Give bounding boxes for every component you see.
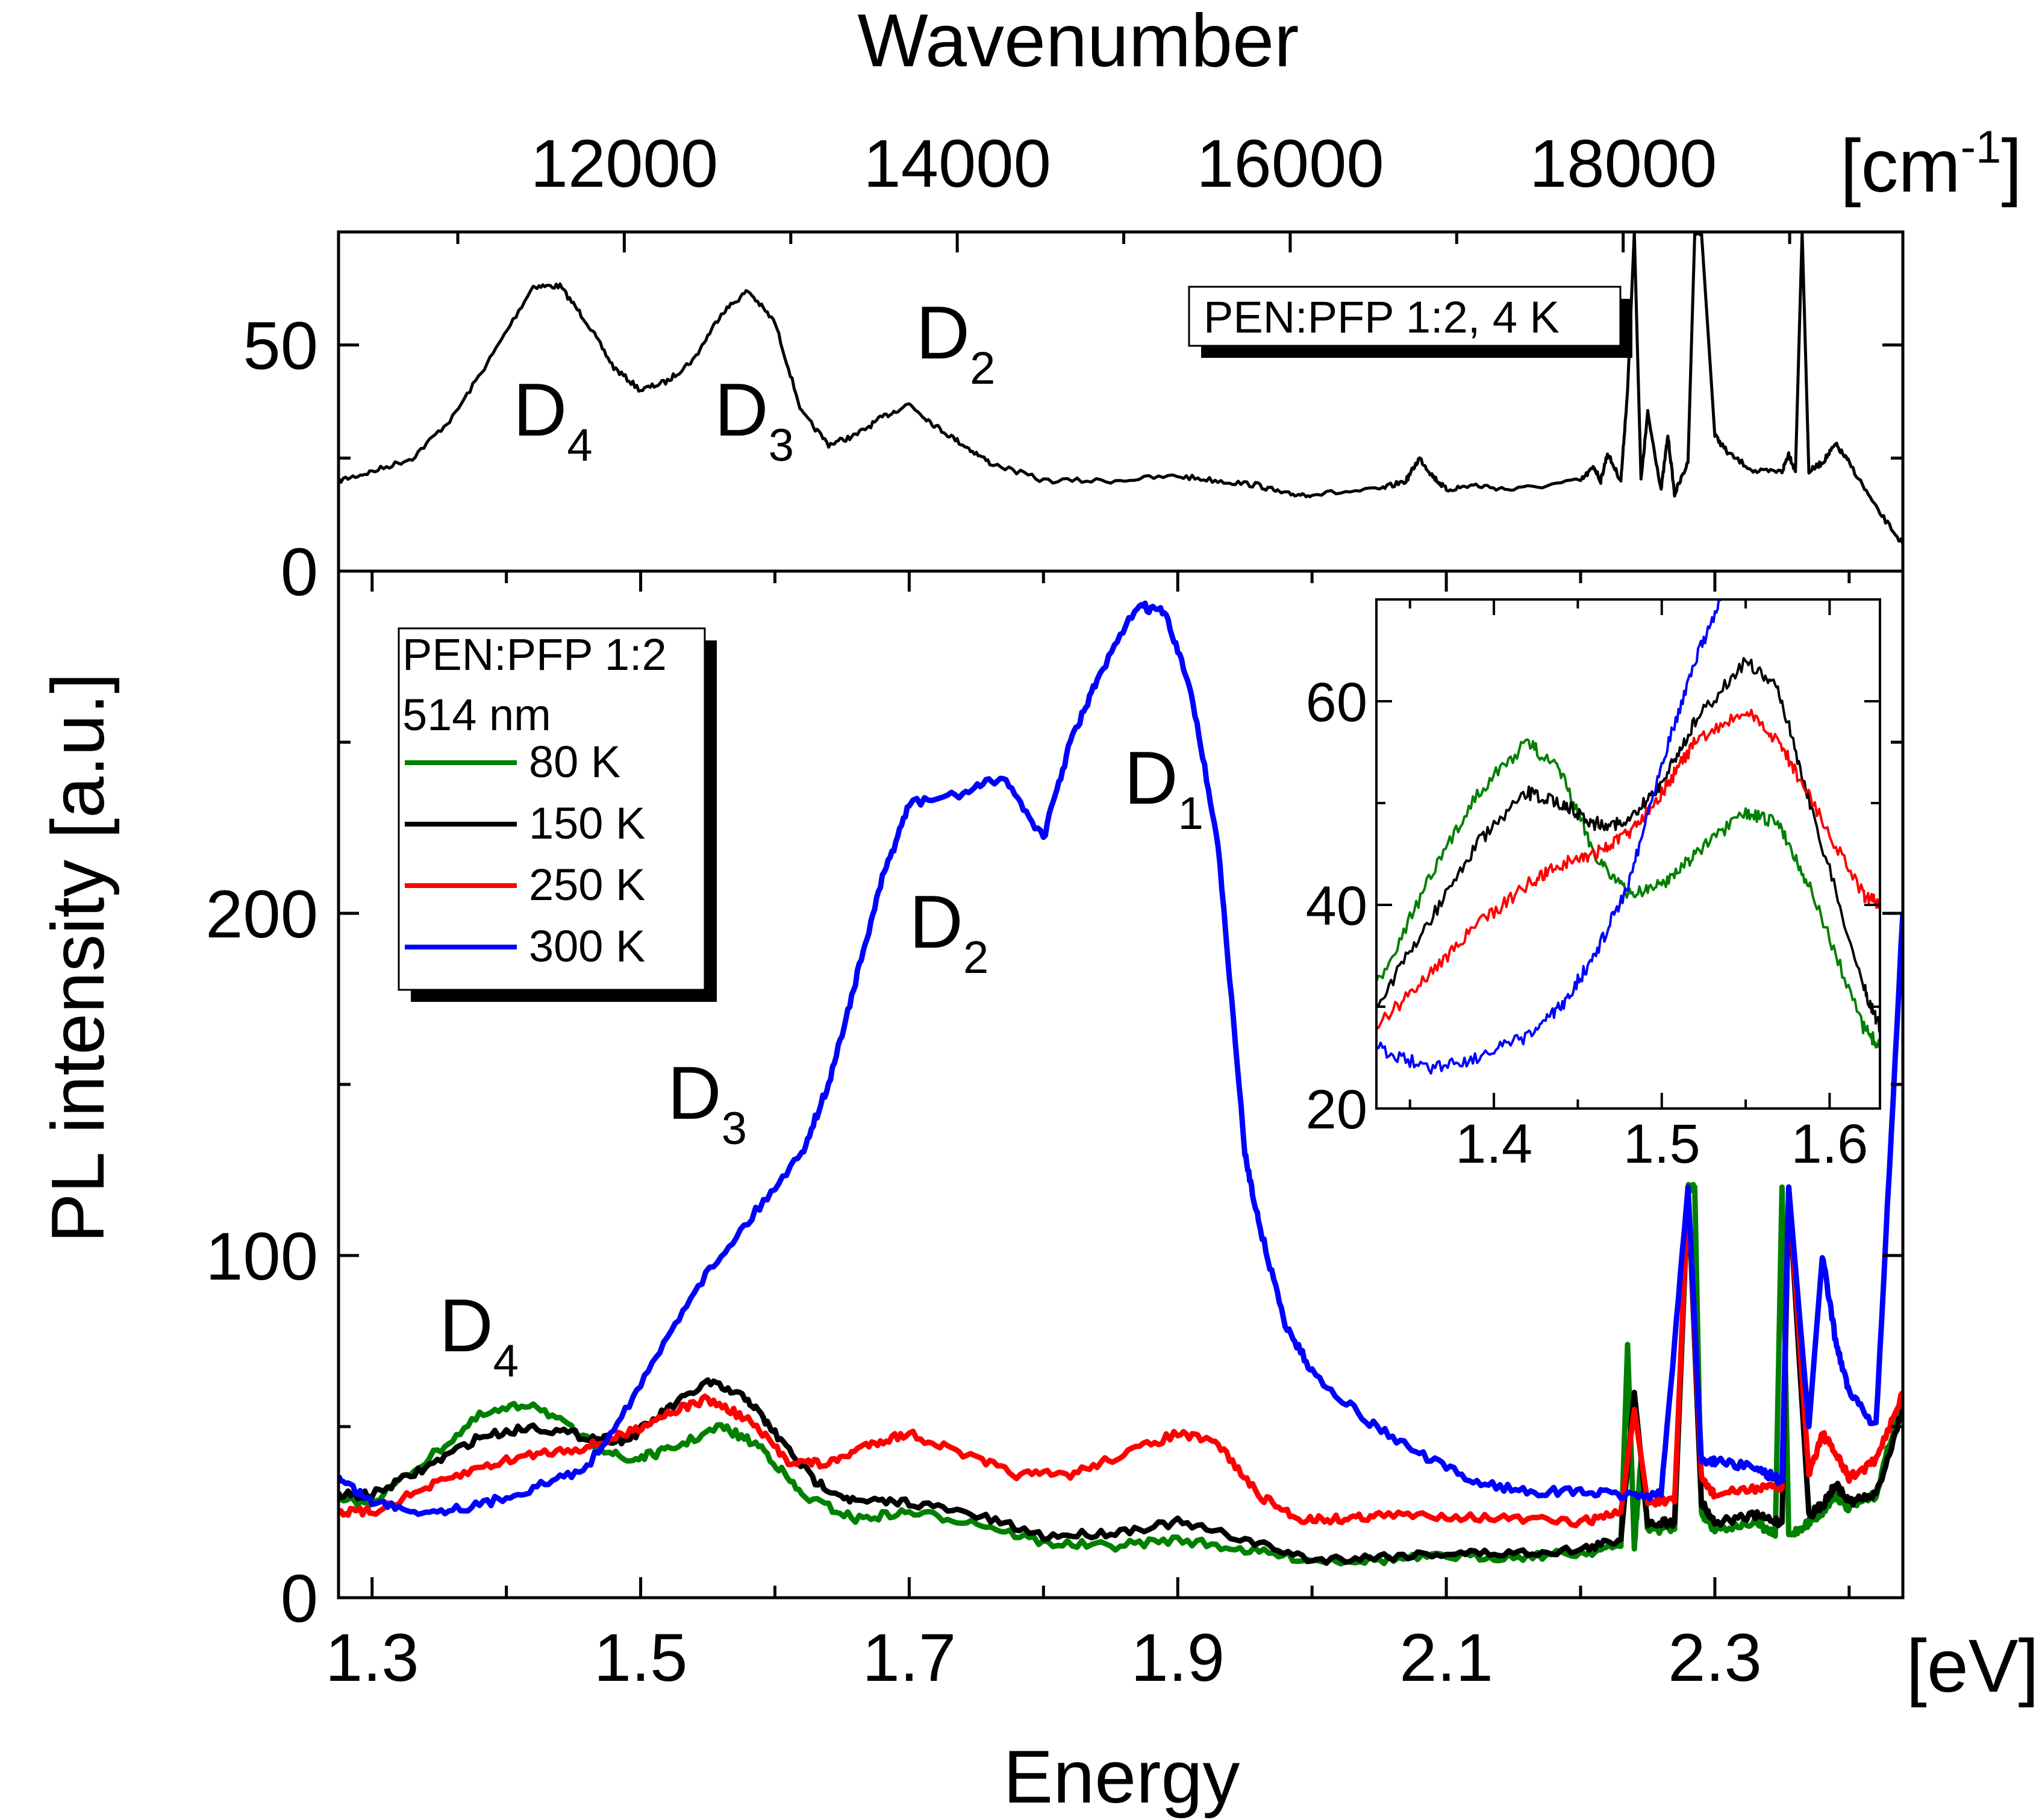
x-tick-label: 1.5	[594, 1620, 688, 1695]
main-panel-series	[339, 600, 1903, 1567]
top-panel: 0 50 12000 14000 16000 18000 D4 D3 D2 PEN:PFP 1…	[243, 126, 1905, 610]
top-series-line-series-0	[339, 232, 1903, 545]
legend-entries: 80 K 150 K 250 K 300 K	[405, 737, 645, 971]
inset-series-line-80-k-0	[1376, 738, 1880, 1049]
main-peak-label-d1: D1	[1124, 737, 1204, 839]
inset-ticks: 1.4 1.5 1.6 20 40 60	[1306, 599, 1880, 1175]
legend-title-line-2: 514 nm	[402, 690, 551, 740]
y-axis-title: PL intensity [a.u.]	[37, 673, 120, 1243]
inset-y-tick-label: 40	[1306, 875, 1367, 937]
top-x-tick-label: 18000	[1529, 126, 1717, 201]
top-peak-label-d3: D3	[714, 369, 794, 471]
x-tick-label: 2.3	[1668, 1620, 1762, 1695]
inset-series-line-150-k-1	[1376, 657, 1880, 1033]
main-panel-peak-labels: D1 D2 D3 D4	[439, 737, 1204, 1387]
main-series-line-300-k-3	[339, 600, 1903, 1518]
x-tick-label: 1.9	[1131, 1620, 1225, 1695]
main-peak-label-d3: D3	[667, 1052, 747, 1154]
top-panel-series	[339, 232, 1903, 545]
inset: 1.4 1.5 1.6 20 40 60	[1306, 598, 1881, 1175]
legend-label-150-k: 150 K	[529, 798, 645, 848]
inset-series	[1376, 599, 1880, 1075]
top-x-tick-label: 14000	[863, 126, 1051, 201]
x-tick-label: 1.3	[325, 1620, 419, 1695]
top-legend-label: PEN:PFP 1:2, 4 K	[1204, 292, 1560, 342]
x-tick-label: 1.7	[863, 1620, 957, 1695]
top-y-tick-label: 50	[243, 308, 318, 384]
main-legend: PEN:PFP 1:2 514 nm 80 K 150 K 250 K 300 K	[398, 627, 717, 1002]
y-tick-label: 200	[205, 877, 318, 952]
legend-label-300-k: 300 K	[529, 921, 645, 971]
inset-y-tick-label: 20	[1306, 1079, 1367, 1140]
main-series-line-150-k-1	[339, 1184, 1903, 1566]
top-peak-label-d4: D4	[513, 369, 593, 471]
inset-x-tick-label: 1.5	[1623, 1113, 1700, 1175]
top-panel-peak-labels: D4 D3 D2	[513, 292, 996, 471]
legend-title-line-1: PEN:PFP 1:2	[402, 630, 667, 680]
top-y-tick-label: 0	[281, 534, 318, 610]
top-axis-title: Wavenumber	[858, 0, 1299, 83]
main-panel-ticks: 1.3 1.5 1.7 1.9 2.1 2.3 0 100 200	[205, 571, 1903, 1695]
y-tick-label: 0	[281, 1561, 318, 1636]
main-panel: 1.3 1.5 1.7 1.9 2.1 2.3 0 100 200 D1 D2 D3 D4 PEN:P…	[205, 569, 1905, 1695]
main-series-line-250-k-2	[339, 1184, 1903, 1528]
x-tick-label: 2.1	[1399, 1620, 1493, 1695]
main-peak-label-d4: D4	[439, 1284, 519, 1387]
top-axis-unit: [cm-1]	[1840, 122, 2022, 208]
top-panel-frame	[337, 230, 1905, 573]
inset-series-line-300-k-3	[1376, 599, 1722, 1075]
legend-label-80-k: 80 K	[529, 737, 620, 787]
top-x-tick-label: 12000	[531, 126, 718, 201]
legend-label-250-k: 250 K	[529, 860, 645, 910]
inset-y-tick-label: 60	[1306, 672, 1367, 733]
main-peak-label-d2: D2	[909, 881, 988, 983]
inset-x-tick-label: 1.6	[1791, 1113, 1868, 1175]
x-axis-unit: [eV]	[1906, 1625, 2039, 1708]
x-axis-title: Energy	[1004, 1736, 1240, 1819]
inset-frame	[1375, 598, 1881, 1110]
y-tick-label: 100	[205, 1219, 318, 1294]
top-x-tick-label: 16000	[1196, 126, 1384, 201]
main-series-line-80-k-0	[339, 1181, 1903, 1567]
top-peak-label-d2: D2	[916, 292, 996, 394]
top-panel-ticks: 0 50 12000 14000 16000 18000	[243, 126, 1903, 610]
top-panel-legend: PEN:PFP 1:2, 4 K	[1188, 286, 1632, 358]
inset-x-tick-label: 1.4	[1455, 1113, 1532, 1175]
